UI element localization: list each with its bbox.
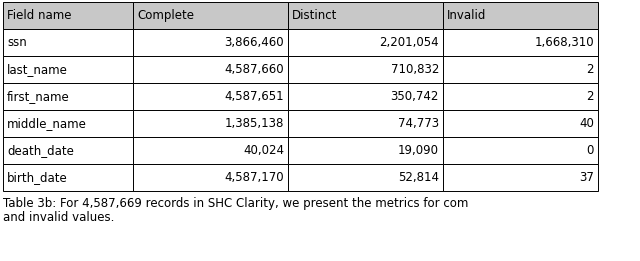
Text: 0: 0 (587, 144, 594, 157)
Text: 350,742: 350,742 (390, 90, 439, 103)
Text: 52,814: 52,814 (398, 171, 439, 184)
Text: 40,024: 40,024 (243, 144, 284, 157)
Bar (133, 2, 288, 29)
Text: birth_date: birth_date (7, 171, 68, 184)
Bar (3, 110, 133, 137)
Bar (443, 164, 598, 191)
Text: Table 3b: For 4,587,669 records in SHC Clarity, we present the metrics for com: Table 3b: For 4,587,669 records in SHC C… (3, 197, 468, 210)
Bar (288, 2, 443, 29)
Text: and invalid values.: and invalid values. (3, 211, 115, 224)
Bar (133, 56, 288, 83)
Text: ssn: ssn (7, 36, 27, 49)
Bar (3, 83, 133, 110)
Bar (133, 164, 288, 191)
Bar (3, 137, 133, 164)
Text: Distinct: Distinct (292, 9, 337, 22)
Text: 1,668,310: 1,668,310 (534, 36, 594, 49)
Bar (288, 56, 443, 83)
Text: 2,201,054: 2,201,054 (380, 36, 439, 49)
Text: Invalid: Invalid (447, 9, 486, 22)
Text: 74,773: 74,773 (398, 117, 439, 130)
Text: last_name: last_name (7, 63, 68, 76)
Bar (443, 29, 598, 56)
Bar (288, 110, 443, 137)
Bar (3, 2, 133, 29)
Text: death_date: death_date (7, 144, 74, 157)
Bar (443, 2, 598, 29)
Text: 3,866,460: 3,866,460 (225, 36, 284, 49)
Bar (443, 110, 598, 137)
Bar (133, 137, 288, 164)
Bar (133, 29, 288, 56)
Text: 4,587,651: 4,587,651 (225, 90, 284, 103)
Text: Complete: Complete (137, 9, 194, 22)
Bar (443, 56, 598, 83)
Bar (3, 56, 133, 83)
Text: first_name: first_name (7, 90, 70, 103)
Bar (3, 29, 133, 56)
Text: 710,832: 710,832 (390, 63, 439, 76)
Text: 19,090: 19,090 (398, 144, 439, 157)
Bar (133, 110, 288, 137)
Text: 1,385,138: 1,385,138 (225, 117, 284, 130)
Text: 37: 37 (579, 171, 594, 184)
Text: 40: 40 (579, 117, 594, 130)
Text: Field name: Field name (7, 9, 72, 22)
Bar (133, 83, 288, 110)
Bar (3, 164, 133, 191)
Text: middle_name: middle_name (7, 117, 87, 130)
Bar (443, 83, 598, 110)
Text: 2: 2 (586, 90, 594, 103)
Bar (288, 164, 443, 191)
Bar (288, 29, 443, 56)
Bar (443, 137, 598, 164)
Text: 2: 2 (586, 63, 594, 76)
Text: 4,587,660: 4,587,660 (225, 63, 284, 76)
Text: 4,587,170: 4,587,170 (225, 171, 284, 184)
Bar (288, 83, 443, 110)
Bar (288, 137, 443, 164)
